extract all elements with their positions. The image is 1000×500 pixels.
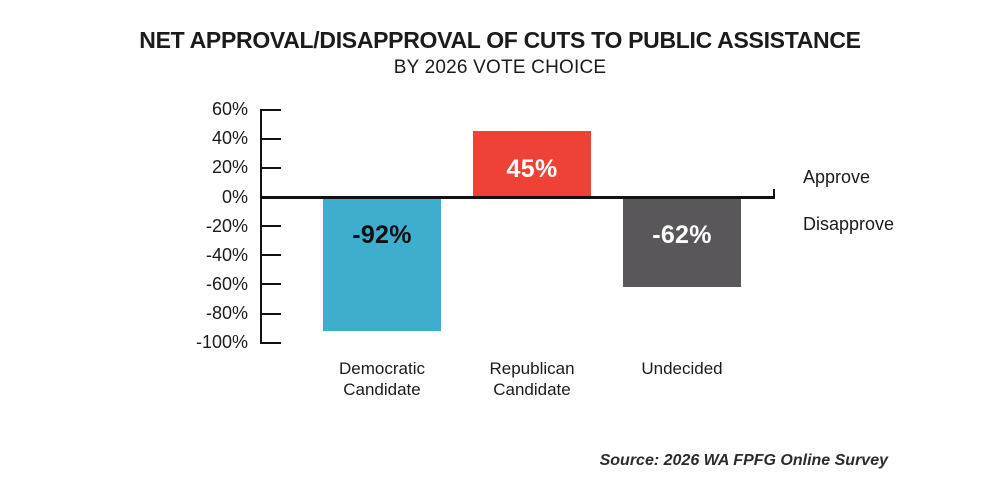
y-axis-tick [259,225,281,228]
y-axis-tick [259,166,281,169]
chart-subtitle: BY 2026 VOTE CHOICE [393,57,607,78]
y-axis-tick [259,312,281,315]
y-axis-tick-label: -100% [195,332,248,353]
bar-value-label: -92% [352,221,412,249]
zero-baseline-end-tick [772,188,775,197]
y-axis-tick-label: 20% [211,157,248,178]
category-label: Democratic Candidate [297,358,467,400]
y-axis-tick-label: -60% [205,273,248,294]
y-axis-tick-label: -40% [205,244,248,265]
approve-annotation: Approve [803,167,871,187]
chart-title: NET APPROVAL/DISAPPROVAL OF CUTS TO PUBL… [139,27,861,53]
y-axis-tick-label: 0% [221,186,248,207]
bar-democratic-candidate: -92% [323,197,441,331]
bar-undecided: -62% [623,197,741,288]
category-label: Republican Candidate [447,358,617,400]
category-label-line: Candidate [493,380,571,399]
y-axis-tick-label: 40% [211,128,248,149]
y-axis-tick [259,341,281,344]
bar-value-label: 45% [506,155,558,184]
y-axis-tick-label: 60% [211,99,248,120]
category-label-line: Democratic [339,359,425,378]
y-axis-tick [259,137,281,140]
category-label-line: Undecided [641,359,723,378]
disapprove-annotation: Disapprove [803,214,895,234]
category-label-line: Candidate [343,380,421,399]
source-note: Source: 2026 WA FPFG Online Survey [599,452,888,469]
y-axis-tick [259,283,281,286]
zero-baseline [259,195,775,199]
bar-republican-candidate: 45% [473,131,591,197]
y-axis-tick [259,108,281,111]
category-label-line: Republican [489,359,575,378]
bar-value-label: -62% [652,221,712,249]
y-axis-tick-label: -80% [205,303,248,323]
y-axis-tick-label: -20% [205,215,248,236]
category-label: Undecided [597,358,767,379]
y-axis-tick [259,254,281,257]
